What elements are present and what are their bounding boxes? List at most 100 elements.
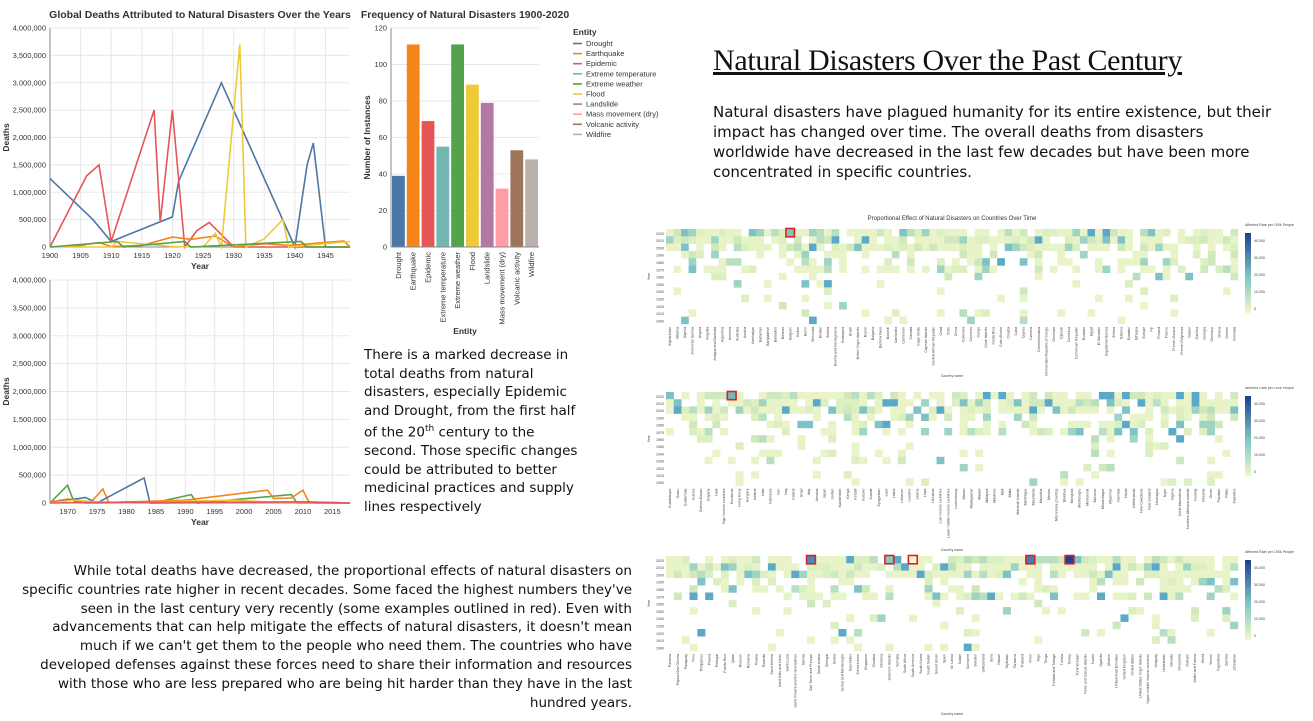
heatmap-cell	[1170, 294, 1178, 303]
heatmap-cell	[816, 265, 825, 273]
heatmap-cell	[801, 243, 810, 252]
heatmap-cell	[828, 449, 837, 457]
heatmap-cell	[824, 250, 832, 259]
heatmap-cell	[974, 258, 983, 266]
heatmap-cell	[1175, 563, 1184, 571]
heatmap-cell	[1128, 563, 1137, 571]
heatmap-y-label: Year	[647, 599, 651, 607]
heatmap-cell	[854, 229, 862, 237]
heatmap-cell	[673, 406, 682, 414]
top-line-x-tick: 1920	[164, 251, 181, 260]
heatmap-cell	[774, 399, 783, 407]
heatmap-cell	[736, 556, 745, 564]
heatmap-cell	[869, 236, 877, 244]
heatmap-cell	[989, 243, 998, 252]
heatmap-cell	[1034, 265, 1043, 273]
heatmap-cell	[1155, 236, 1163, 244]
heatmap-cell	[997, 258, 1005, 266]
heatmap-cell	[1206, 570, 1215, 579]
heatmap-cell	[836, 406, 844, 414]
heatmap-cell	[1132, 250, 1141, 259]
heatmap-cell	[1222, 563, 1231, 571]
heatmap-cell	[882, 420, 891, 429]
heatmap-cell	[1117, 258, 1126, 266]
heatmap-cell	[801, 309, 810, 317]
heatmap-cell	[1064, 229, 1073, 237]
heatmap-cell	[982, 265, 990, 273]
heatmap-cell	[712, 413, 721, 421]
heatmap-cell	[1112, 556, 1121, 564]
heatmap-cell	[1106, 392, 1115, 400]
heatmap-cell	[758, 435, 767, 443]
legend-item-extreme-temperature: Extreme temperature	[586, 69, 656, 78]
heatmap-cell	[793, 229, 802, 237]
bottom-line-series-drought	[49, 476, 350, 504]
heatmap-cell	[751, 435, 759, 443]
heatmap-cell	[1207, 471, 1216, 479]
heatmap-cell	[705, 563, 714, 571]
heatmap-cell	[908, 570, 917, 579]
heatmap-cell	[836, 399, 844, 407]
heatmap-cell	[1057, 250, 1066, 259]
heatmap-country-tick: Tanzania	[1013, 654, 1017, 668]
heatmap-cell	[1176, 399, 1185, 407]
heatmap-country-tick: Iceland	[753, 489, 757, 501]
heatmap-cell	[681, 556, 690, 564]
heatmap-cell	[807, 585, 816, 593]
heatmap-country-tick: Bosnia and Herzegovina	[834, 327, 838, 366]
heatmap-cell	[998, 428, 1007, 436]
heatmap-cell	[1034, 563, 1043, 571]
heatmap-cell	[1175, 556, 1184, 564]
heatmap-cell	[689, 428, 698, 436]
heatmap-cell	[876, 243, 885, 252]
heatmap-cell	[814, 563, 823, 571]
heatmap-cell	[830, 563, 839, 571]
heatmap-cell	[1230, 621, 1239, 630]
bar-title: Frequency of Natural Disasters 1900-2020	[361, 9, 570, 21]
heatmap-cell	[774, 449, 783, 457]
heatmap-cell	[1222, 449, 1231, 457]
heatmap-cell	[1145, 428, 1154, 436]
heatmap-country-tick: Kenya	[846, 489, 850, 499]
heatmap-cell	[1200, 229, 1209, 237]
heatmap-country-tick: Kiribati	[854, 488, 858, 499]
heatmap-country-tick: Saint Helena	[770, 654, 774, 675]
heatmap-cell	[995, 570, 1004, 579]
heatmap-cell	[1049, 265, 1058, 273]
heatmap-cell	[771, 236, 780, 244]
heatmap-country-tick: Turkey	[1068, 654, 1072, 665]
heatmap-cell	[720, 556, 729, 564]
heatmap-cell	[688, 250, 697, 259]
heatmap-cell	[905, 478, 914, 486]
heatmap-cell	[1222, 243, 1231, 252]
heatmap-cell	[932, 563, 941, 571]
heatmap-cell	[1004, 236, 1013, 244]
heatmap-country-tick: Finland	[1157, 327, 1161, 339]
heatmap-legend-tick: 30,000	[1254, 583, 1265, 587]
heatmap-country-tick: Mali	[1000, 488, 1004, 495]
heatmap-cell	[1151, 621, 1160, 630]
heatmap-cell	[982, 392, 991, 400]
heatmap-cell	[1083, 392, 1092, 400]
heatmap-cell	[1167, 629, 1176, 637]
heatmap-cell	[1230, 563, 1239, 571]
heatmap-cell	[704, 435, 713, 443]
heatmap-cell	[1018, 592, 1027, 600]
heatmap-cell	[1037, 406, 1045, 414]
heatmap-cell	[751, 413, 759, 421]
heatmap-country-tick: United Arab Emirates	[1115, 654, 1119, 688]
heatmap-cell	[1140, 250, 1148, 259]
heatmap-cell	[1140, 236, 1148, 244]
heatmap-cell	[1214, 585, 1223, 593]
heatmap-cell	[783, 592, 792, 600]
heatmap-cell	[1106, 428, 1115, 436]
heatmap-cell	[982, 406, 991, 414]
heatmap-cell	[906, 229, 915, 237]
heatmap-country-tick: Nepal	[1124, 488, 1128, 498]
heatmap-country-tick: Moldova	[1062, 489, 1066, 503]
heatmap-country-tick: Serbia	[833, 654, 837, 664]
heatmap-cell	[861, 250, 870, 259]
heatmap-cell	[1159, 570, 1168, 579]
heatmap-cell	[775, 629, 784, 637]
heatmap-cell	[1129, 428, 1138, 436]
